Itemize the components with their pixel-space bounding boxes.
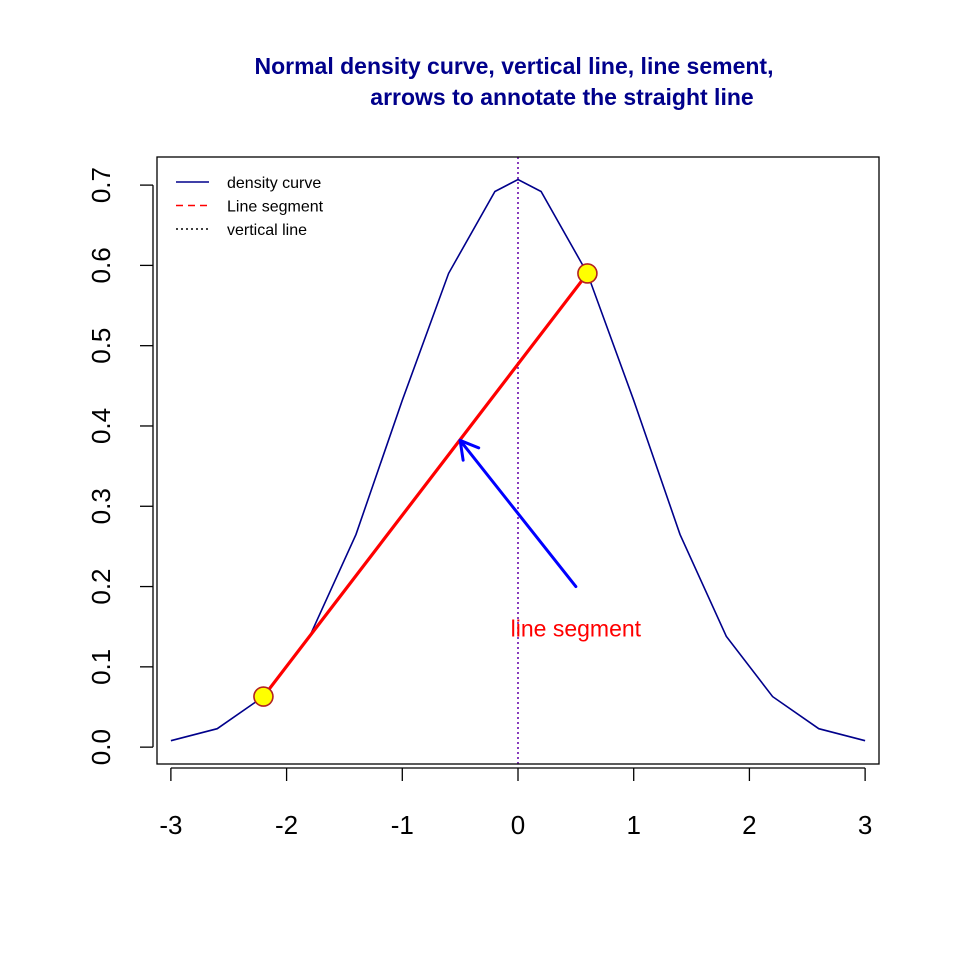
legend-label: Line segment [227, 199, 324, 216]
segment-endpoint-point [253, 686, 274, 707]
annotation-label: line segment [511, 615, 642, 641]
y-tick-label: 0.3 [86, 488, 116, 524]
y-tick-label: 0.4 [86, 408, 116, 444]
y-axis: 0.0 0.1 0.2 0.3 0.4 0.5 0.6 0.7 [86, 167, 154, 765]
x-tick-label: 1 [626, 810, 640, 840]
y-tick-label: 0.6 [86, 247, 116, 283]
x-tick-label: -1 [391, 810, 414, 840]
plot-area: line segment [170, 157, 866, 764]
x-tick-label: 0 [511, 810, 525, 840]
y-tick-label: 0.5 [86, 328, 116, 364]
annotation-arrow-head [458, 438, 481, 462]
x-tick-label: 2 [742, 810, 756, 840]
y-tick-label: 0.7 [86, 167, 116, 203]
plot-frame [156, 156, 880, 765]
segment-endpoint-point [577, 263, 598, 284]
legend: density curve Line segment vertical line [176, 175, 324, 239]
y-tick-label: 0.0 [86, 729, 116, 765]
y-tick-label: 0.1 [86, 649, 116, 685]
annotation-arrow-shaft [458, 438, 578, 589]
chart-title-line-2: arrows to annotate the straight line [370, 84, 753, 110]
x-tick-label: 3 [858, 810, 872, 840]
y-tick-label: 0.2 [86, 568, 116, 604]
line-segment [261, 271, 590, 699]
legend-label: density curve [227, 175, 321, 192]
chart-title-line-1: Normal density curve, vertical line, lin… [255, 53, 774, 79]
x-axis: -3 -2 -1 0 1 2 3 [159, 767, 872, 840]
legend-label: vertical line [227, 222, 307, 239]
x-tick-label: -3 [159, 810, 182, 840]
chart-title: Normal density curve, vertical line, lin… [255, 53, 774, 110]
x-tick-label: -2 [275, 810, 298, 840]
